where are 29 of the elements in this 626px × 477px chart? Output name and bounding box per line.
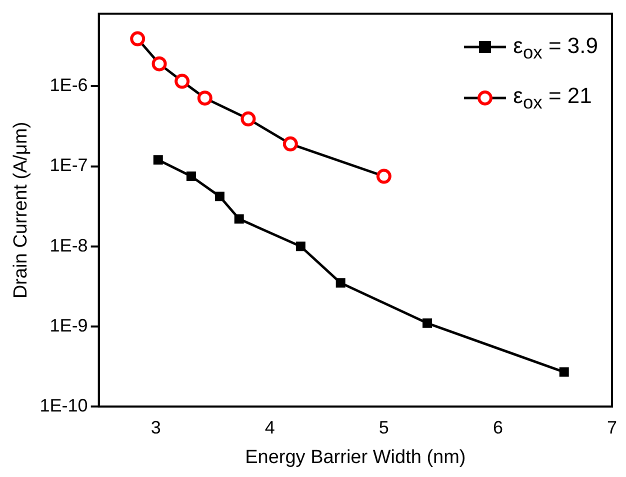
y-tick-label: 1E-9 <box>50 315 88 336</box>
y-tick-label: 1E-6 <box>50 75 88 96</box>
x-tick-label: 3 <box>150 417 161 438</box>
point <box>152 56 167 72</box>
point <box>153 155 163 165</box>
point <box>336 278 346 288</box>
y-tick-label: 1E-7 <box>50 155 88 176</box>
point <box>214 192 224 202</box>
y-tick-label: 1E-10 <box>40 396 88 416</box>
point <box>422 318 432 328</box>
point <box>186 172 196 182</box>
x-axis-title: Energy Barrier Width (nm) <box>245 446 466 468</box>
point <box>282 136 298 152</box>
legend-label: ε$_{ox}$ = 21 <box>513 83 592 113</box>
y-tick-label: 1E-8 <box>50 235 88 256</box>
x-tick-label: 4 <box>264 417 275 438</box>
point <box>197 90 212 106</box>
point <box>559 367 569 377</box>
legend-label: ε$_{ox}$ = 3.9 <box>513 33 598 62</box>
point <box>240 111 256 126</box>
point <box>296 242 306 252</box>
point <box>174 74 190 89</box>
x-tick-label: 6 <box>492 417 503 438</box>
x-tick-label: 5 <box>378 417 389 438</box>
point <box>376 168 392 184</box>
y-axis-title: Drain Current (A/μm) <box>10 122 32 299</box>
point <box>130 31 146 46</box>
x-tick-label: 7 <box>606 417 618 438</box>
point <box>234 214 244 224</box>
